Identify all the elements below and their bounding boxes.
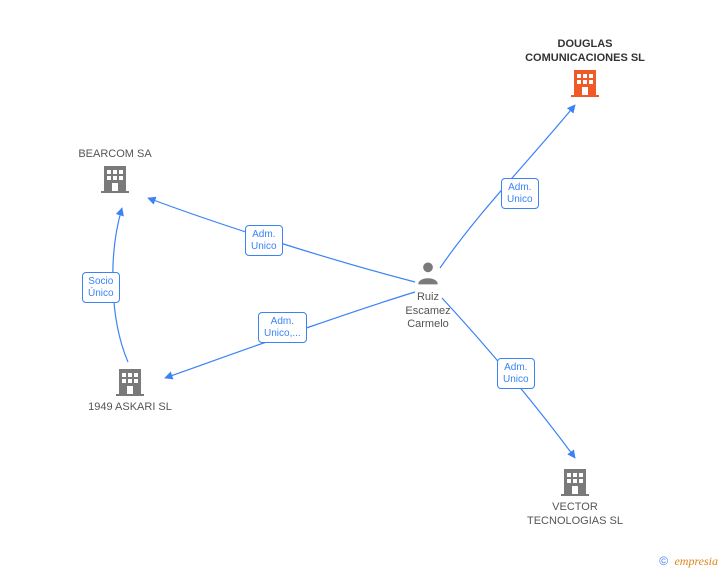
node-askari[interactable]: 1949 ASKARI SL xyxy=(60,365,200,415)
diagram-canvas: DOUGLASCOMUNICACIONES SL BEARCOM SA 1949… xyxy=(0,0,728,575)
node-vector[interactable]: VECTORTECNOLOGIAS SL xyxy=(505,465,645,529)
edge-label-central-douglas: Adm.Unico xyxy=(501,178,539,209)
node-central-person[interactable]: RuizEscamezCarmelo xyxy=(383,260,473,332)
watermark: © empresia xyxy=(659,554,718,569)
edge-label-central-vector: Adm.Unico xyxy=(497,358,535,389)
node-douglas[interactable]: DOUGLASCOMUNICACIONES SL xyxy=(515,38,655,102)
edge-label-askari-bearcom: SocioÚnico xyxy=(82,272,120,303)
edge-label-central-bearcom: Adm.Unico xyxy=(245,225,283,256)
brand-name: empresia xyxy=(674,554,718,568)
node-bearcom[interactable]: BEARCOM SA xyxy=(45,148,185,198)
edge-label-central-askari: Adm.Unico,... xyxy=(258,312,307,343)
copyright-symbol: © xyxy=(659,554,668,568)
